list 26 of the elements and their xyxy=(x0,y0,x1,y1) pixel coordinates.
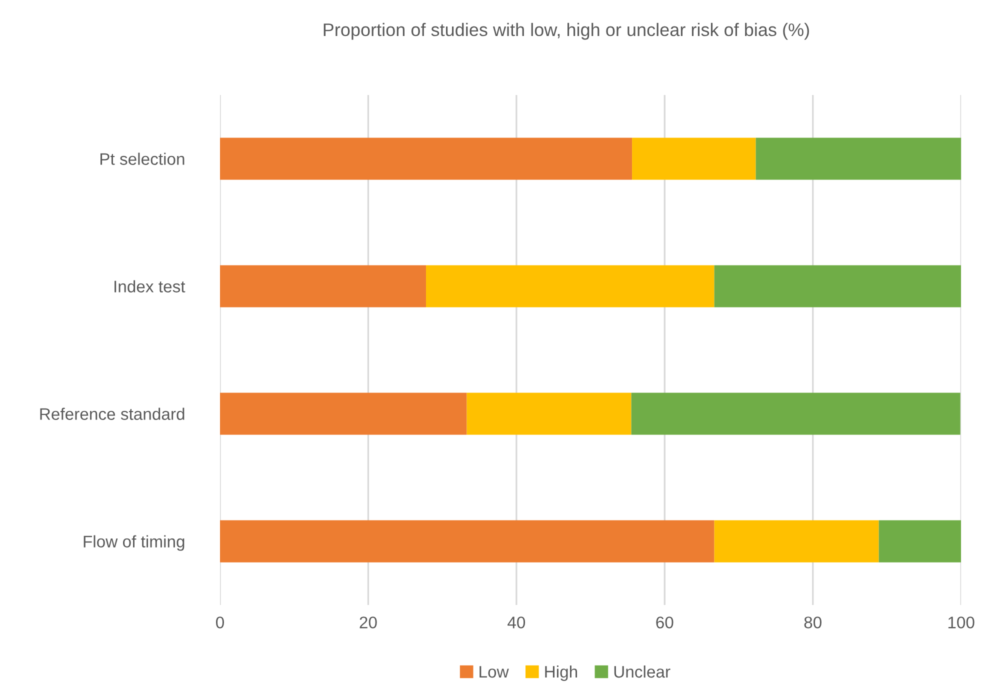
x-tick-label: 80 xyxy=(804,616,822,628)
bar xyxy=(756,138,962,180)
x-tick-label: 0 xyxy=(216,616,224,628)
y-tick-label: Pt selection xyxy=(100,152,184,165)
bar xyxy=(220,392,467,435)
x-tick-label: 40 xyxy=(508,616,526,628)
bar xyxy=(714,520,879,562)
legend-label: High xyxy=(545,665,578,681)
y-tick-label: Flow of timing xyxy=(84,535,184,551)
chart-title: Proportion of studies with low, high or unclear risk of bias (%) xyxy=(324,22,809,40)
y-tick-label: Index test xyxy=(114,280,186,292)
y-tick-label: Reference standard xyxy=(40,408,184,420)
x-tick-label: 20 xyxy=(360,616,377,628)
bar xyxy=(878,520,962,562)
bar xyxy=(632,138,756,180)
legend-label: Unclear xyxy=(614,665,670,678)
bar xyxy=(220,265,426,308)
x-tick-label: 100 xyxy=(948,616,974,628)
x-tick-label: 60 xyxy=(656,616,674,628)
bar xyxy=(466,392,632,435)
bar xyxy=(714,265,962,308)
legend-label: Low xyxy=(480,666,509,678)
bar xyxy=(220,138,632,180)
bar xyxy=(426,265,714,308)
bar xyxy=(631,392,960,435)
bar xyxy=(220,520,714,562)
